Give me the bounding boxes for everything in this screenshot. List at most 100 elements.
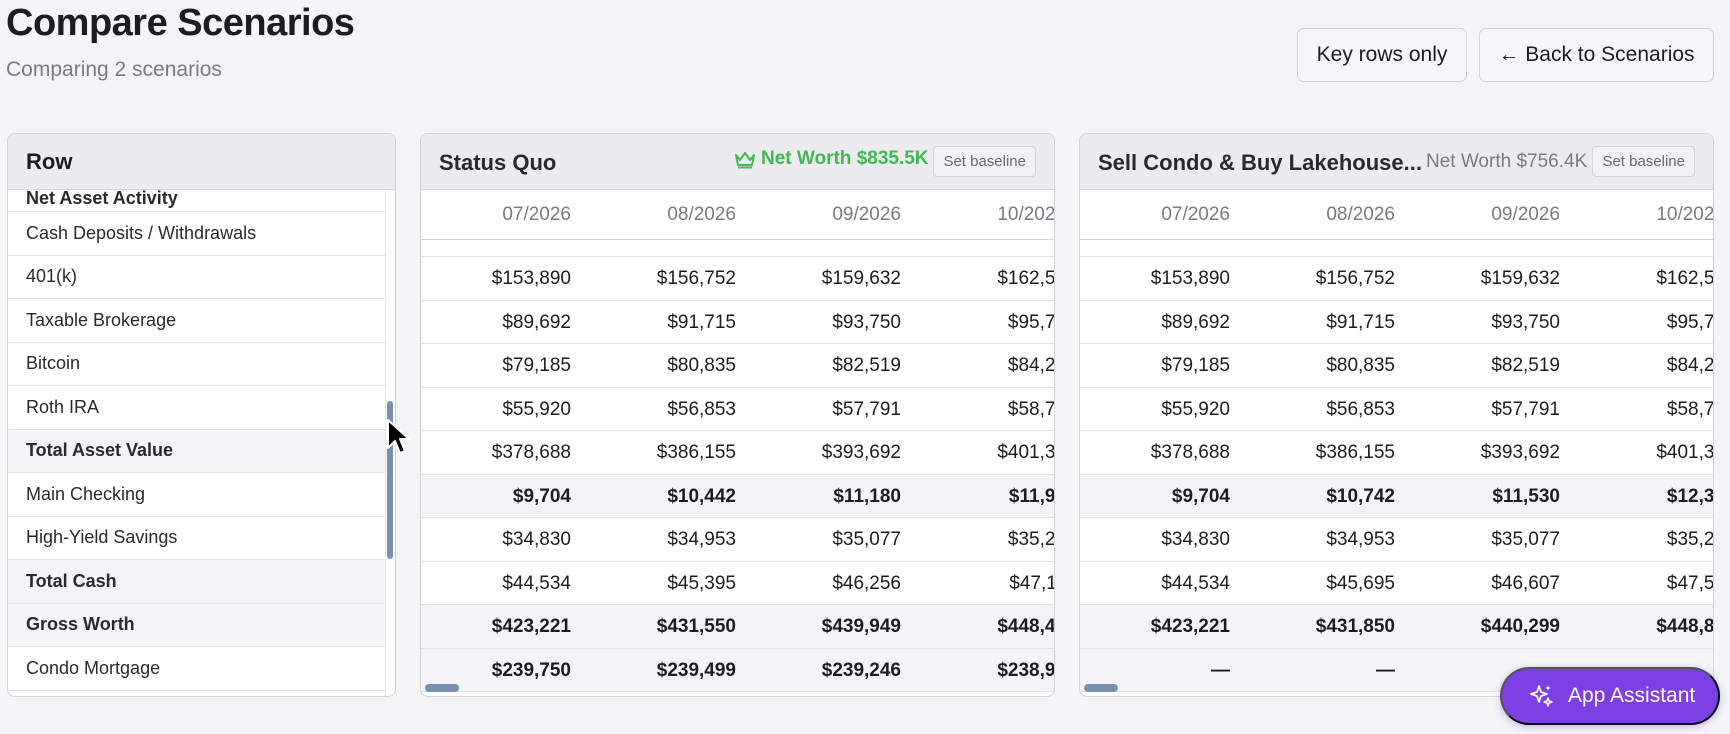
table-cell: $401,30: [997, 442, 1054, 463]
table-cell: $159,632: [821, 268, 901, 289]
table-cell: $35,077: [832, 529, 901, 550]
table-cell: $393,692: [821, 442, 901, 463]
table-cell: $47,11: [1009, 572, 1054, 594]
table-cell: $156,752: [1315, 268, 1395, 289]
table-cell: $56,853: [1326, 398, 1395, 420]
key-rows-only-button[interactable]: Key rows only: [1297, 28, 1467, 82]
table-row: $423,221 $431,850 $440,299 $448,81: [1080, 605, 1713, 649]
table-cell: $386,155: [656, 442, 736, 463]
scenario-net-worth: Net Worth $756.4K: [1426, 151, 1587, 173]
table-cell: $440,299: [1480, 616, 1560, 637]
table-cell: $393,692: [1480, 442, 1560, 463]
row-labels-panel: Row Net Asset Activity Cash Deposits / Wi…: [7, 133, 396, 697]
table-cell: $91,715: [667, 311, 736, 333]
scenario-header: Status Quo Net Worth $835.5K Set baseline: [421, 134, 1054, 190]
table-cell: $11,530: [1492, 485, 1560, 507]
table-row: $378,688 $386,155 $393,692 $401,30: [421, 431, 1054, 475]
scenario-grid[interactable]: 07/2026 08/2026 09/2026 10/2026 $153,890 $156…: [421, 190, 1054, 696]
table-cell: $57,791: [1491, 398, 1560, 420]
table-cell: $44,534: [1161, 572, 1230, 594]
table-cell: $431,550: [656, 616, 736, 637]
crown-icon: [735, 152, 755, 169]
app-assistant-button[interactable]: App Assistant: [1500, 667, 1720, 725]
table-cell: $58,73: [1666, 398, 1713, 420]
table-row: $55,920 $56,853 $57,791 $58,73: [421, 388, 1054, 431]
row-label: 401(k): [8, 256, 385, 299]
table-cell: $423,221: [491, 616, 571, 637]
horizontal-scrollbar-thumb[interactable]: [425, 684, 459, 692]
table-cell: $89,692: [502, 311, 571, 333]
table-cell: $35,077: [1491, 529, 1560, 550]
table-cell: $34,953: [667, 529, 736, 550]
table-cell: $9,704: [512, 485, 571, 507]
table-cell: $93,750: [1491, 311, 1560, 333]
row-label: Cash Deposits / Withdrawals: [8, 212, 385, 256]
row-label-partial: Net Asset Activity: [8, 190, 385, 212]
table-row: $423,221 $431,550 $439,949 $448,41: [421, 605, 1054, 649]
table-cell: —: [1376, 659, 1395, 681]
table-cell: $156,752: [656, 268, 736, 289]
table-cell: $84,23: [1007, 355, 1054, 376]
row-label: Gross Worth: [8, 603, 385, 647]
table-cell: $401,30: [1656, 442, 1713, 463]
net-worth-label: Net Worth $756.4K: [1426, 151, 1588, 172]
row-label: Roth IRA: [8, 386, 385, 430]
table-row: $44,534 $45,395 $46,256 $47,11: [421, 562, 1054, 605]
scenario-panel-status-quo: Status Quo Net Worth $835.5K Set baseline 0…: [420, 133, 1055, 697]
date-column-header: 08/2026: [1326, 204, 1395, 225]
table-cell: $378,688: [491, 442, 571, 463]
table-cell: $162,53: [1656, 268, 1713, 289]
table-cell: $89,692: [1161, 311, 1230, 333]
date-column-header: 07/2026: [502, 204, 571, 225]
table-row: $44,534 $45,695 $46,607 $47,51: [1080, 562, 1713, 605]
date-header-row: 07/2026 08/2026 09/2026 10/2026: [421, 190, 1054, 240]
table-cell: $56,853: [667, 398, 736, 420]
back-to-scenarios-button[interactable]: ← Back to Scenarios: [1479, 28, 1714, 82]
table-cell: $57,791: [832, 398, 901, 420]
date-header-row: 07/2026 08/2026 09/2026 10/2026: [1080, 190, 1713, 240]
set-baseline-button[interactable]: Set baseline: [1592, 146, 1695, 177]
table-cell: $439,949: [821, 616, 901, 637]
scenario-header: Sell Condo & Buy Lakehouse... Net Worth $…: [1080, 134, 1713, 190]
sparkle-icon: [1530, 685, 1553, 707]
table-row: $153,890 $156,752 $159,632 $162,53: [421, 257, 1054, 301]
row-label: High-Yield Savings: [8, 517, 385, 560]
row-label: Total Cash: [8, 560, 385, 604]
table-row: $55,920 $56,853 $57,791 $58,73: [1080, 388, 1713, 431]
horizontal-scrollbar-thumb[interactable]: [1084, 684, 1118, 692]
table-cell: $239,499: [656, 659, 736, 681]
table-row: $153,890 $156,752 $159,632 $162,53: [1080, 257, 1713, 301]
table-cell: $47,51: [1666, 572, 1713, 594]
table-cell: $35,20: [1007, 529, 1054, 550]
table-cell: $82,519: [1491, 355, 1560, 376]
date-column-header: 09/2026: [832, 204, 901, 225]
vertical-scrollbar-thumb[interactable]: [387, 401, 393, 559]
scenario-name: Sell Condo & Buy Lakehouse...: [1098, 150, 1422, 175]
partial-row: [421, 240, 1054, 257]
date-column-header: 10/2026: [997, 204, 1054, 225]
scenario-grid[interactable]: 07/2026 08/2026 09/2026 10/2026 $153,890 $156…: [1080, 190, 1713, 696]
table-cell: $239,246: [821, 659, 901, 681]
row-list: Net Asset Activity Cash Deposits / Withdr…: [8, 190, 385, 696]
scenario-name: Status Quo: [439, 150, 557, 175]
table-cell: $95,79: [1007, 311, 1054, 333]
table-cell: $79,185: [502, 355, 571, 376]
partial-row: [1080, 240, 1713, 257]
table-cell: $238,99: [997, 659, 1054, 681]
table-cell: $448,81: [1656, 616, 1713, 637]
table-row: $378,688 $386,155 $393,692 $401,30: [1080, 431, 1713, 475]
table-cell: $12,31: [1666, 485, 1713, 507]
table-cell: $378,688: [1150, 442, 1230, 463]
table-cell: $34,830: [1161, 529, 1230, 550]
row-label: Main Checking: [8, 473, 385, 517]
table-cell: $34,953: [1326, 529, 1395, 550]
set-baseline-button[interactable]: Set baseline: [933, 146, 1036, 177]
table-cell: $84,23: [1666, 355, 1713, 376]
table-cell: $239,750: [491, 659, 571, 681]
table-cell: —: [1211, 659, 1230, 681]
table-cell: $55,920: [502, 398, 571, 420]
table-cell: $80,835: [667, 355, 736, 376]
net-worth-label: Net Worth $835.5K: [761, 148, 929, 169]
table-row: $79,185 $80,835 $82,519 $84,23: [1080, 344, 1713, 388]
table-row: $89,692 $91,715 $93,750 $95,79: [1080, 301, 1713, 344]
